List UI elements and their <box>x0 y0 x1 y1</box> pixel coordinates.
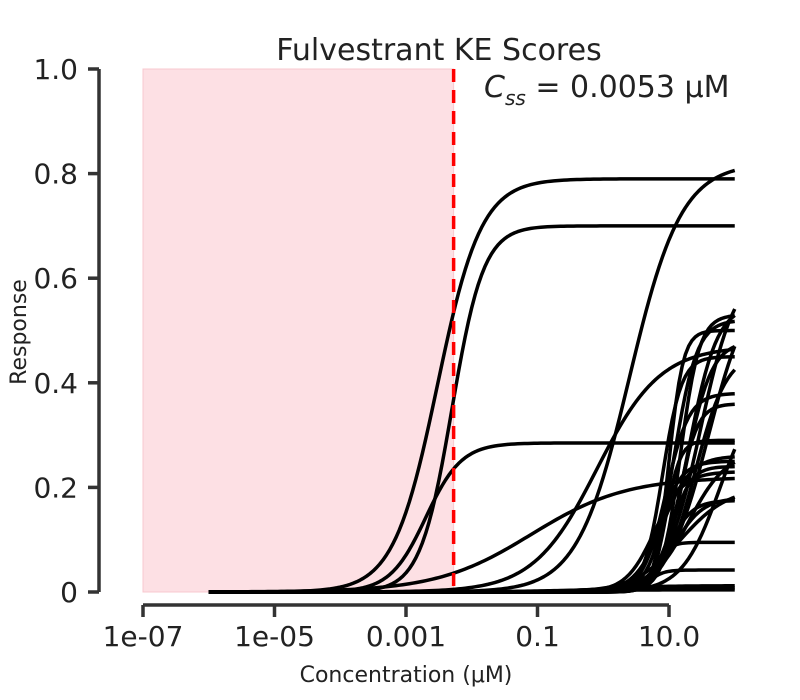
chart-title: Fulvestrant KE Scores <box>276 33 601 68</box>
y-ticks: 0 0.2 0.4 0.6 0.8 1.0 <box>33 53 99 609</box>
curves-group <box>208 168 737 594</box>
y-tick-label: 0.6 <box>33 262 78 295</box>
x-tick-label: 10.0 <box>638 620 700 653</box>
x-axis-label: Concentration (μM) <box>300 663 513 688</box>
y-axis-label: Response <box>7 279 32 385</box>
x-tick-label: 0.001 <box>366 620 446 653</box>
css-symbol: C <box>484 70 505 105</box>
y-tick-label: 0.2 <box>33 471 78 504</box>
x-tick-label: 0.1 <box>515 620 560 653</box>
y-tick-label: 0 <box>60 576 78 609</box>
css-value: = 0.0053 μM <box>526 70 730 105</box>
x-ticks: 1e-07 1e-05 0.001 0.1 10.0 <box>103 605 700 653</box>
response-curve <box>208 588 735 594</box>
css-annotation: Css = 0.0053 μM <box>484 70 729 110</box>
shaded-region <box>142 68 455 593</box>
y-tick-label: 0.8 <box>33 158 78 191</box>
x-tick-label: 1e-05 <box>234 620 315 653</box>
y-tick-label: 0.4 <box>33 367 78 400</box>
y-tick-label: 1.0 <box>33 53 78 86</box>
x-tick-label: 1e-07 <box>103 620 184 653</box>
css-subscript: ss <box>505 86 526 110</box>
